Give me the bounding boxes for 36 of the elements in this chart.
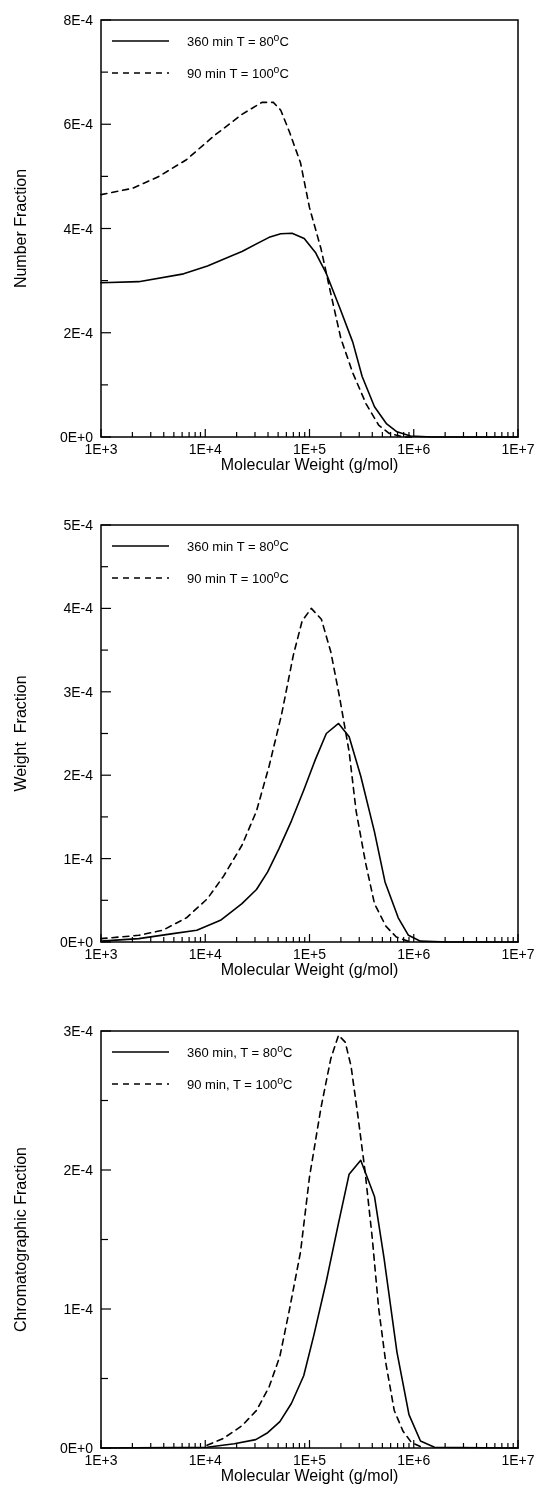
y-tick-label: 8E-4 — [63, 12, 94, 28]
x-axis-title: Molecular Weight (g/mol) — [220, 456, 399, 473]
y-axis-title: Number Fraction — [12, 168, 29, 289]
y-tick-label: 4E-4 — [63, 220, 94, 237]
y-tick-label: 3E-4 — [63, 683, 94, 700]
x-tick-label: 1E+6 — [397, 946, 431, 962]
y-tick-label: 1E-4 — [63, 1301, 94, 1317]
x-axis-title: Molecular Weight (g/mol) — [220, 1467, 399, 1484]
y-tick-label: 5E-4 — [63, 517, 94, 533]
y-tick-label: 4E-4 — [63, 600, 94, 617]
x-tick-label: 1E+4 — [188, 1452, 222, 1468]
x-tick-label: 1E+6 — [397, 441, 431, 457]
legend-label: 360 min T = 80$^{o}$C — [187, 536, 289, 554]
x-tick-label: 1E+7 — [501, 946, 535, 962]
y-tick-label: 3E-4 — [63, 1023, 94, 1039]
legend-label: 360 min, T = 80$^{o}$C — [187, 1042, 293, 1060]
x-axis-title: Molecular Weight (g/mol) — [220, 961, 399, 978]
y-tick-label: 2E-4 — [63, 324, 94, 341]
y-tick-label: 2E-4 — [63, 767, 94, 784]
x-tick-label: 1E+5 — [292, 441, 327, 457]
y-tick-label: 6E-4 — [63, 116, 94, 133]
legend-label: 90 min T = 100$^{o}$C — [187, 568, 289, 586]
x-tick-label: 1E+5 — [292, 946, 327, 962]
x-tick-label: 1E+5 — [292, 1452, 327, 1468]
x-tick-label: 1E+4 — [188, 946, 222, 962]
x-tick-label: 1E+6 — [397, 1452, 431, 1468]
legend-label: 90 min T = 100$^{o}$C — [187, 63, 289, 81]
y-axis-title: Chromatographic Fraction — [12, 1147, 29, 1332]
y-tick-label: 2E-4 — [63, 1162, 94, 1178]
x-tick-label: 1E+7 — [501, 1452, 535, 1468]
y-axis-title: Weight Fraction — [12, 675, 29, 792]
legend-label: 90 min, T = 100$^{o}$C — [187, 1074, 293, 1092]
x-tick-label: 1E+4 — [188, 441, 222, 457]
y-tick-label: 1E-4 — [63, 850, 94, 867]
legend-label: 360 min T = 80$^{o}$C — [187, 31, 289, 49]
x-tick-label: 1E+7 — [501, 441, 535, 457]
